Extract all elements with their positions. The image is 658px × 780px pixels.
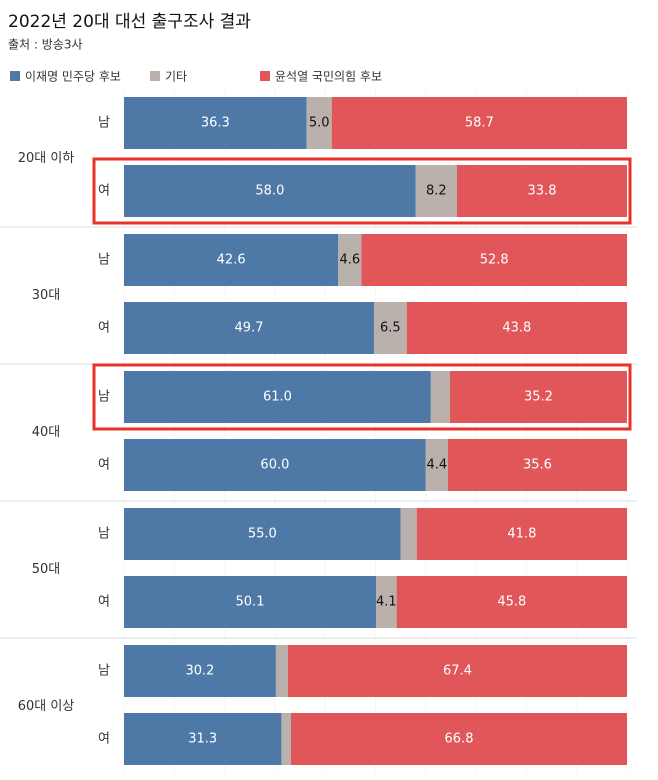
value-label: 33.8 bbox=[528, 184, 557, 199]
highlight-box bbox=[92, 157, 632, 225]
value-label: 36.3 bbox=[201, 116, 230, 131]
value-label: 35.2 bbox=[524, 390, 553, 405]
value-label: 60.0 bbox=[260, 458, 289, 473]
category-label: 여 bbox=[98, 732, 110, 747]
value-label: 4.1 bbox=[376, 595, 397, 610]
legend-label: 윤석열 국민의힘 후보 bbox=[275, 70, 382, 84]
value-label: 5.0 bbox=[309, 116, 330, 131]
bar-segment bbox=[449, 371, 627, 423]
value-label: 58.0 bbox=[255, 184, 284, 199]
category-label: 남 bbox=[98, 253, 110, 268]
bar-segment bbox=[124, 645, 276, 697]
chart-subtitle: 출처 : 방송3사 bbox=[8, 38, 83, 52]
value-label: 6.5 bbox=[380, 321, 401, 336]
bar-segment bbox=[400, 508, 417, 560]
legend-label: 기타 bbox=[165, 70, 187, 84]
category-label: 남 bbox=[98, 664, 110, 679]
category-label: 여 bbox=[98, 458, 110, 473]
bar-segment bbox=[416, 508, 627, 560]
value-label: 61.0 bbox=[263, 390, 292, 405]
value-label: 41.8 bbox=[507, 527, 536, 542]
value-label: 49.7 bbox=[235, 321, 264, 336]
bar-segment bbox=[124, 97, 307, 149]
highlight-box bbox=[92, 363, 632, 431]
bar-segment bbox=[430, 371, 450, 423]
category-label: 남 bbox=[98, 390, 110, 405]
bar-segment bbox=[361, 234, 627, 286]
category-label: 남 bbox=[98, 527, 110, 542]
value-label: 52.8 bbox=[480, 253, 509, 268]
group-label: 50대 bbox=[32, 562, 61, 577]
legend-swatch bbox=[150, 71, 160, 81]
bar-segment bbox=[447, 439, 627, 491]
category-label: 여 bbox=[98, 321, 110, 336]
bar-segment bbox=[396, 576, 627, 628]
value-label: 45.8 bbox=[497, 595, 526, 610]
value-label: 58.7 bbox=[465, 116, 494, 131]
bar-segment bbox=[415, 165, 457, 217]
bar-segment bbox=[338, 234, 362, 286]
bar-segment bbox=[331, 97, 627, 149]
chart-title: 2022년 20대 대선 출구조사 결과 bbox=[8, 12, 251, 32]
bar-segment bbox=[376, 576, 397, 628]
bar-segment bbox=[275, 645, 288, 697]
bar-segment bbox=[281, 713, 291, 765]
value-label: 31.3 bbox=[188, 732, 217, 747]
bar-segment bbox=[406, 302, 627, 354]
value-label: 50.1 bbox=[236, 595, 265, 610]
bar-segment bbox=[425, 439, 448, 491]
bar-segment bbox=[124, 371, 431, 423]
bar-segment bbox=[124, 439, 426, 491]
value-label: 66.8 bbox=[445, 732, 474, 747]
value-label: 42.6 bbox=[217, 253, 246, 268]
bar-segment bbox=[373, 302, 407, 354]
value-label: 8.2 bbox=[426, 184, 447, 199]
group-label: 60대 이상 bbox=[18, 699, 75, 714]
category-label: 여 bbox=[98, 184, 110, 199]
bar-segment bbox=[290, 713, 627, 765]
bar-segment bbox=[124, 302, 374, 354]
value-label: 67.4 bbox=[443, 664, 472, 679]
value-label: 4.4 bbox=[427, 458, 448, 473]
bar-segment bbox=[287, 645, 627, 697]
bar-segment bbox=[124, 576, 377, 628]
value-label: 30.2 bbox=[185, 664, 214, 679]
legend-label: 이재명 민주당 후보 bbox=[25, 70, 121, 84]
value-label: 43.8 bbox=[502, 321, 531, 336]
legend-swatch bbox=[260, 71, 270, 81]
bar-segment bbox=[124, 508, 401, 560]
bar-segment bbox=[124, 713, 282, 765]
bar-segment bbox=[306, 97, 332, 149]
bar-segment bbox=[124, 165, 416, 217]
category-label: 여 bbox=[98, 595, 110, 610]
group-label: 20대 이하 bbox=[18, 151, 75, 166]
value-label: 55.0 bbox=[248, 527, 277, 542]
bar-segment bbox=[456, 165, 627, 217]
value-label: 4.6 bbox=[340, 253, 361, 268]
value-label: 35.6 bbox=[523, 458, 552, 473]
legend-swatch bbox=[10, 71, 20, 81]
category-label: 남 bbox=[98, 116, 110, 131]
group-label: 30대 bbox=[32, 288, 61, 303]
bar-segment bbox=[124, 234, 339, 286]
group-label: 40대 bbox=[32, 425, 61, 440]
